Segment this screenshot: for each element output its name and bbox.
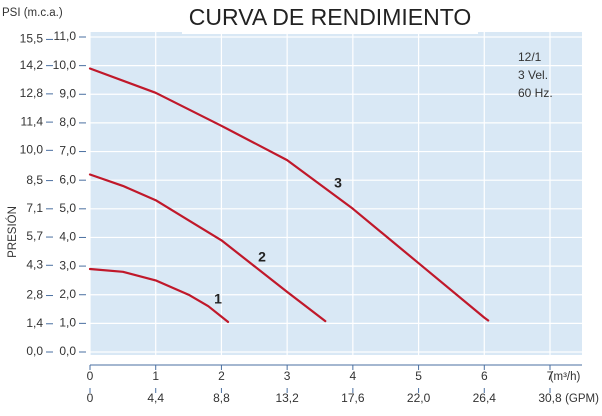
y-tick-label: 1,0 [59, 316, 76, 330]
annotation: 3 Vel. [518, 68, 548, 82]
y2-tick-label: 12,8 [20, 86, 44, 100]
series-line [88, 67, 490, 322]
y-tick-label: 2,0 [59, 287, 76, 301]
y2-tick-label: 7,1 [26, 201, 43, 215]
y2-tick-label: 11,4 [21, 114, 44, 128]
y2-tick-label: 1,4 [26, 316, 43, 330]
x-tick-label: 3 [284, 369, 291, 383]
x-tick-label: 2 [218, 369, 225, 383]
x2-tick-label: 0 [87, 391, 94, 405]
y-tick-label: 11,0 [54, 29, 77, 43]
y2-tick-label: 14,2 [20, 58, 44, 72]
y2-tick-label: 8,5 [26, 173, 43, 187]
x2-tick-label: 4,4 [147, 391, 164, 405]
y2-tick-label: 15,5 [20, 32, 44, 46]
y-tick-label: 4,0 [59, 230, 76, 244]
series-label: 2 [258, 249, 266, 265]
y-tick-label: 5,0 [59, 201, 76, 215]
y-tick-label: 7,0 [59, 144, 76, 158]
annotation: 60 Hz. [518, 86, 553, 100]
x2-tick-label: 30,8 [538, 391, 562, 405]
y2-tick-label: 4,3 [26, 257, 43, 271]
y2-tick-label: 0,0 [26, 344, 43, 358]
x2-tick-label: 17,6 [341, 391, 365, 405]
x-tick-label: 4 [350, 369, 357, 383]
y-tick-label: 3,0 [59, 258, 76, 272]
series-label: 3 [334, 175, 342, 191]
x-tick-label: 5 [415, 369, 422, 383]
y-units-label: PSI (m.c.a.) [2, 7, 63, 19]
y-tick-label: 0,0 [59, 344, 76, 358]
x-tick-label: 1 [152, 369, 159, 383]
y2-tick-label: 5,7 [26, 229, 43, 243]
y-tick-label: 6,0 [59, 172, 76, 186]
x2-tick-label: 22,0 [407, 391, 431, 405]
x2-tick-label: 26,4 [473, 391, 497, 405]
series-line [88, 173, 327, 323]
x2-tick-label: 8,8 [213, 391, 230, 405]
series-line [88, 267, 230, 323]
y-axis-title: PRESIÓN [6, 206, 19, 258]
y2-tick-label: 2,8 [26, 288, 43, 302]
x2-units-label: (GPM) [565, 393, 599, 405]
y-tick-label: 9,0 [59, 86, 76, 100]
y-tick-label: 8,0 [59, 115, 76, 129]
plot-area [90, 32, 582, 355]
chart-title: CURVA DE RENDIMIENTO [189, 4, 471, 30]
x-tick-label: 0 [87, 369, 94, 383]
annotation: 12/1 [518, 50, 542, 64]
title-box [182, 2, 478, 34]
y2-tick-label: 10,0 [20, 143, 44, 157]
x-units-label: (m³/h) [550, 371, 581, 383]
x-tick-label: 6 [481, 369, 488, 383]
series-label: 1 [214, 291, 222, 307]
x2-tick-label: 13,2 [275, 391, 299, 405]
x-tick-label: 7 [547, 369, 554, 383]
y-tick-label: 10,0 [53, 58, 77, 72]
